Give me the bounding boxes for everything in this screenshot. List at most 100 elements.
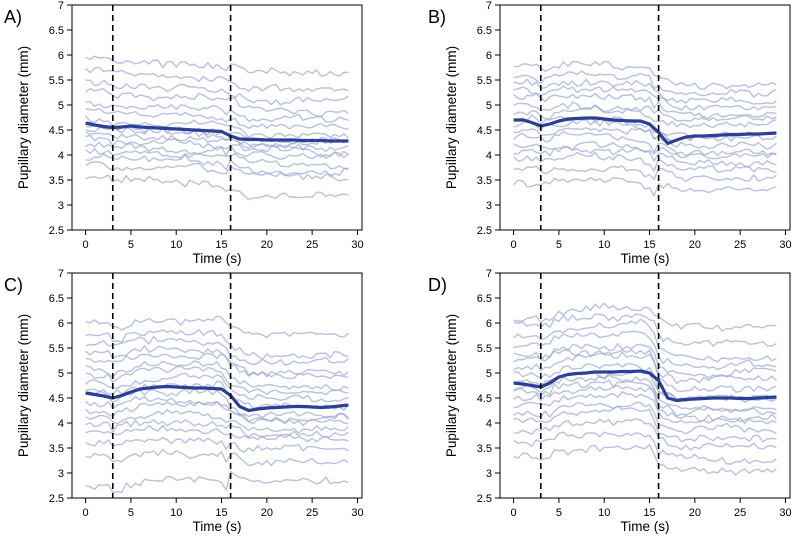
subject-line bbox=[513, 431, 777, 465]
subject-line bbox=[513, 302, 777, 332]
subject-line bbox=[85, 328, 349, 361]
mean-line bbox=[85, 121, 349, 143]
y-tick-label: 6.5 bbox=[49, 25, 64, 37]
subject-line bbox=[85, 372, 349, 403]
x-tick-label: 20 bbox=[689, 507, 701, 519]
subject-line bbox=[85, 107, 349, 130]
y-axis-title: Pupillary diameter (mm) bbox=[16, 314, 31, 457]
y-tick-label: 5 bbox=[486, 100, 492, 112]
y-tick-label: 6 bbox=[486, 318, 492, 330]
subject-line bbox=[513, 313, 777, 347]
y-tick-label: 6 bbox=[58, 50, 64, 62]
x-tick-label: 30 bbox=[779, 239, 791, 251]
x-tick-label: 0 bbox=[511, 507, 517, 519]
y-tick-label: 6.5 bbox=[477, 293, 492, 305]
y-tick-label: 4.5 bbox=[477, 125, 492, 137]
axes-frame bbox=[71, 272, 363, 499]
chart-panel-a: A) 2.5 3 3.5 4 4.5 5 5.5 6 6.5 7 0 5 10 15 20 25 30 Time (… bbox=[4, 0, 364, 266]
subject-line bbox=[513, 318, 777, 363]
subject-line bbox=[85, 315, 349, 339]
subject-line bbox=[85, 470, 349, 494]
x-tick-label: 30 bbox=[351, 507, 363, 519]
subject-line bbox=[85, 408, 349, 435]
subject-line bbox=[85, 360, 349, 392]
y-tick-label: 2.5 bbox=[477, 225, 492, 237]
subject-line bbox=[513, 92, 777, 120]
x-tick-label: 5 bbox=[556, 239, 562, 251]
subject-line bbox=[513, 374, 777, 412]
subject-line bbox=[513, 101, 777, 122]
y-axis-title: Pupillary diameter (mm) bbox=[16, 46, 31, 189]
x-tick-label: 15 bbox=[643, 507, 655, 519]
panel-label: A) bbox=[4, 7, 22, 27]
x-tick-label: 20 bbox=[261, 239, 273, 251]
subject-line bbox=[85, 395, 349, 424]
x-tick-label: 15 bbox=[643, 239, 655, 251]
y-tick-label: 3 bbox=[486, 468, 492, 480]
subject-line bbox=[513, 127, 777, 151]
subject-line bbox=[85, 448, 349, 467]
subject-line bbox=[85, 55, 349, 77]
y-tick-label: 5.5 bbox=[477, 75, 492, 87]
subject-line bbox=[85, 161, 349, 182]
y-tick-label: 7 bbox=[486, 268, 492, 280]
y-tick-label: 5 bbox=[58, 368, 64, 380]
y-axis-title: Pupillary diameter (mm) bbox=[444, 314, 459, 457]
panel-label: B) bbox=[428, 7, 446, 27]
x-tick-label: 10 bbox=[170, 239, 182, 251]
y-tick-label: 4 bbox=[58, 418, 64, 430]
y-tick-label: 3.5 bbox=[477, 175, 492, 187]
subject-traces bbox=[85, 55, 349, 201]
y-tick-label: 7 bbox=[58, 268, 64, 280]
subject-line bbox=[513, 330, 777, 371]
subject-line bbox=[85, 344, 349, 378]
x-tick-label: 30 bbox=[779, 507, 791, 519]
x-tick-label: 25 bbox=[306, 507, 318, 519]
x-axis-title: Time (s) bbox=[193, 251, 242, 266]
x-tick-label: 10 bbox=[598, 239, 610, 251]
x-axis-title: Time (s) bbox=[193, 519, 242, 534]
y-tick-label: 5.5 bbox=[49, 75, 64, 87]
y-tick-label: 5.5 bbox=[49, 343, 64, 355]
y-tick-label: 6 bbox=[486, 50, 492, 62]
x-tick-label: 0 bbox=[83, 507, 89, 519]
y-tick-label: 7 bbox=[486, 0, 492, 12]
subject-line bbox=[85, 147, 349, 170]
subject-line bbox=[513, 384, 777, 423]
x-tick-label: 5 bbox=[128, 239, 134, 251]
subject-line bbox=[85, 66, 349, 93]
subject-line bbox=[513, 405, 777, 443]
y-tick-label: 5 bbox=[58, 100, 64, 112]
subject-line bbox=[85, 174, 349, 201]
subject-traces bbox=[513, 302, 777, 476]
subject-line bbox=[85, 87, 349, 118]
x-tick-label: 20 bbox=[261, 507, 273, 519]
y-tick-label: 4.5 bbox=[49, 125, 64, 137]
subject-line bbox=[513, 60, 777, 91]
mean-line bbox=[85, 384, 349, 413]
subject-line bbox=[85, 352, 349, 380]
y-tick-label: 3 bbox=[58, 468, 64, 480]
x-tick-label: 30 bbox=[351, 239, 363, 251]
x-tick-label: 10 bbox=[170, 507, 182, 519]
chart-panel-d: D) 2.5 3 3.5 4 4.5 5 5.5 6 6.5 7 0 5 10 15 20 25 30 Time (… bbox=[428, 268, 792, 534]
subject-line bbox=[513, 379, 777, 417]
subject-line bbox=[513, 176, 777, 198]
y-tick-label: 4 bbox=[486, 418, 492, 430]
subject-line bbox=[85, 424, 349, 443]
subject-line bbox=[85, 335, 349, 367]
subject-line bbox=[85, 153, 349, 178]
y-tick-label: 7 bbox=[58, 0, 64, 12]
axes-frame bbox=[71, 4, 363, 231]
y-tick-label: 5.5 bbox=[477, 343, 492, 355]
x-tick-label: 20 bbox=[689, 239, 701, 251]
y-tick-label: 2.5 bbox=[49, 493, 64, 505]
x-tick-label: 0 bbox=[511, 239, 517, 251]
subject-line bbox=[85, 115, 349, 139]
mean-line bbox=[513, 369, 777, 403]
subject-line bbox=[513, 151, 777, 174]
subject-line bbox=[85, 126, 349, 149]
subject-line bbox=[85, 131, 349, 153]
y-tick-label: 3 bbox=[58, 200, 64, 212]
subject-line bbox=[513, 113, 777, 141]
